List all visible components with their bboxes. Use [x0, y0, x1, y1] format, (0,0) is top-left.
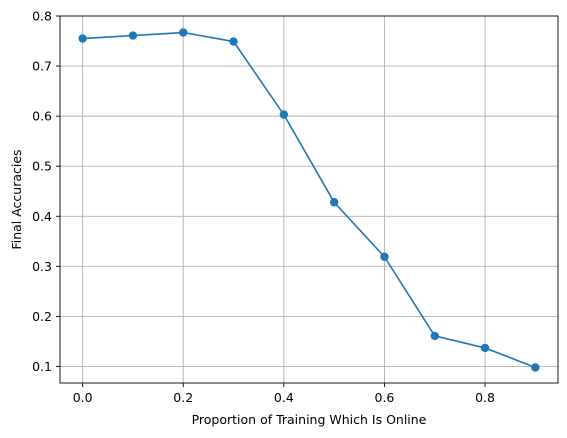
x-axis-label: Proportion of Training Which Is Online	[192, 412, 427, 427]
ticks: 0.0 0.2 0.4 0.6 0.8 0.1 0.2 0.3 0.4 0.5 0.6 0.7 0.8	[32, 9, 495, 406]
x-tick-label: 0.0	[73, 390, 93, 405]
y-tick-label: 0.5	[32, 159, 52, 174]
y-tick-label: 0.6	[32, 109, 52, 124]
data-point	[179, 28, 188, 37]
data-point	[531, 363, 540, 372]
y-axis-label: Final Accuracies	[9, 149, 24, 249]
y-tick-label: 0.7	[32, 59, 52, 74]
data-point	[279, 110, 289, 119]
data-point	[430, 331, 439, 341]
series-line	[82, 31, 536, 369]
y-tick-label: 0.3	[32, 259, 52, 274]
y-tick-label: 0.4	[32, 209, 52, 224]
x-tick-label: 0.6	[375, 390, 395, 405]
plot-frame	[59, 15, 559, 384]
data-point	[78, 34, 87, 43]
data-point	[480, 343, 490, 353]
grid	[60, 15, 558, 383]
x-tick-label: 0.8	[475, 390, 495, 405]
y-tick-label: 0.2	[32, 309, 52, 324]
y-tick-label: 0.8	[32, 9, 52, 24]
data-point	[128, 31, 138, 40]
x-tick-label: 0.2	[173, 390, 193, 405]
x-tick-label: 0.4	[274, 390, 294, 405]
data-point	[380, 252, 389, 262]
data-point	[329, 198, 339, 207]
y-tick-label: 0.1	[32, 359, 52, 374]
series-layer	[78, 28, 540, 372]
data-point	[229, 37, 238, 46]
